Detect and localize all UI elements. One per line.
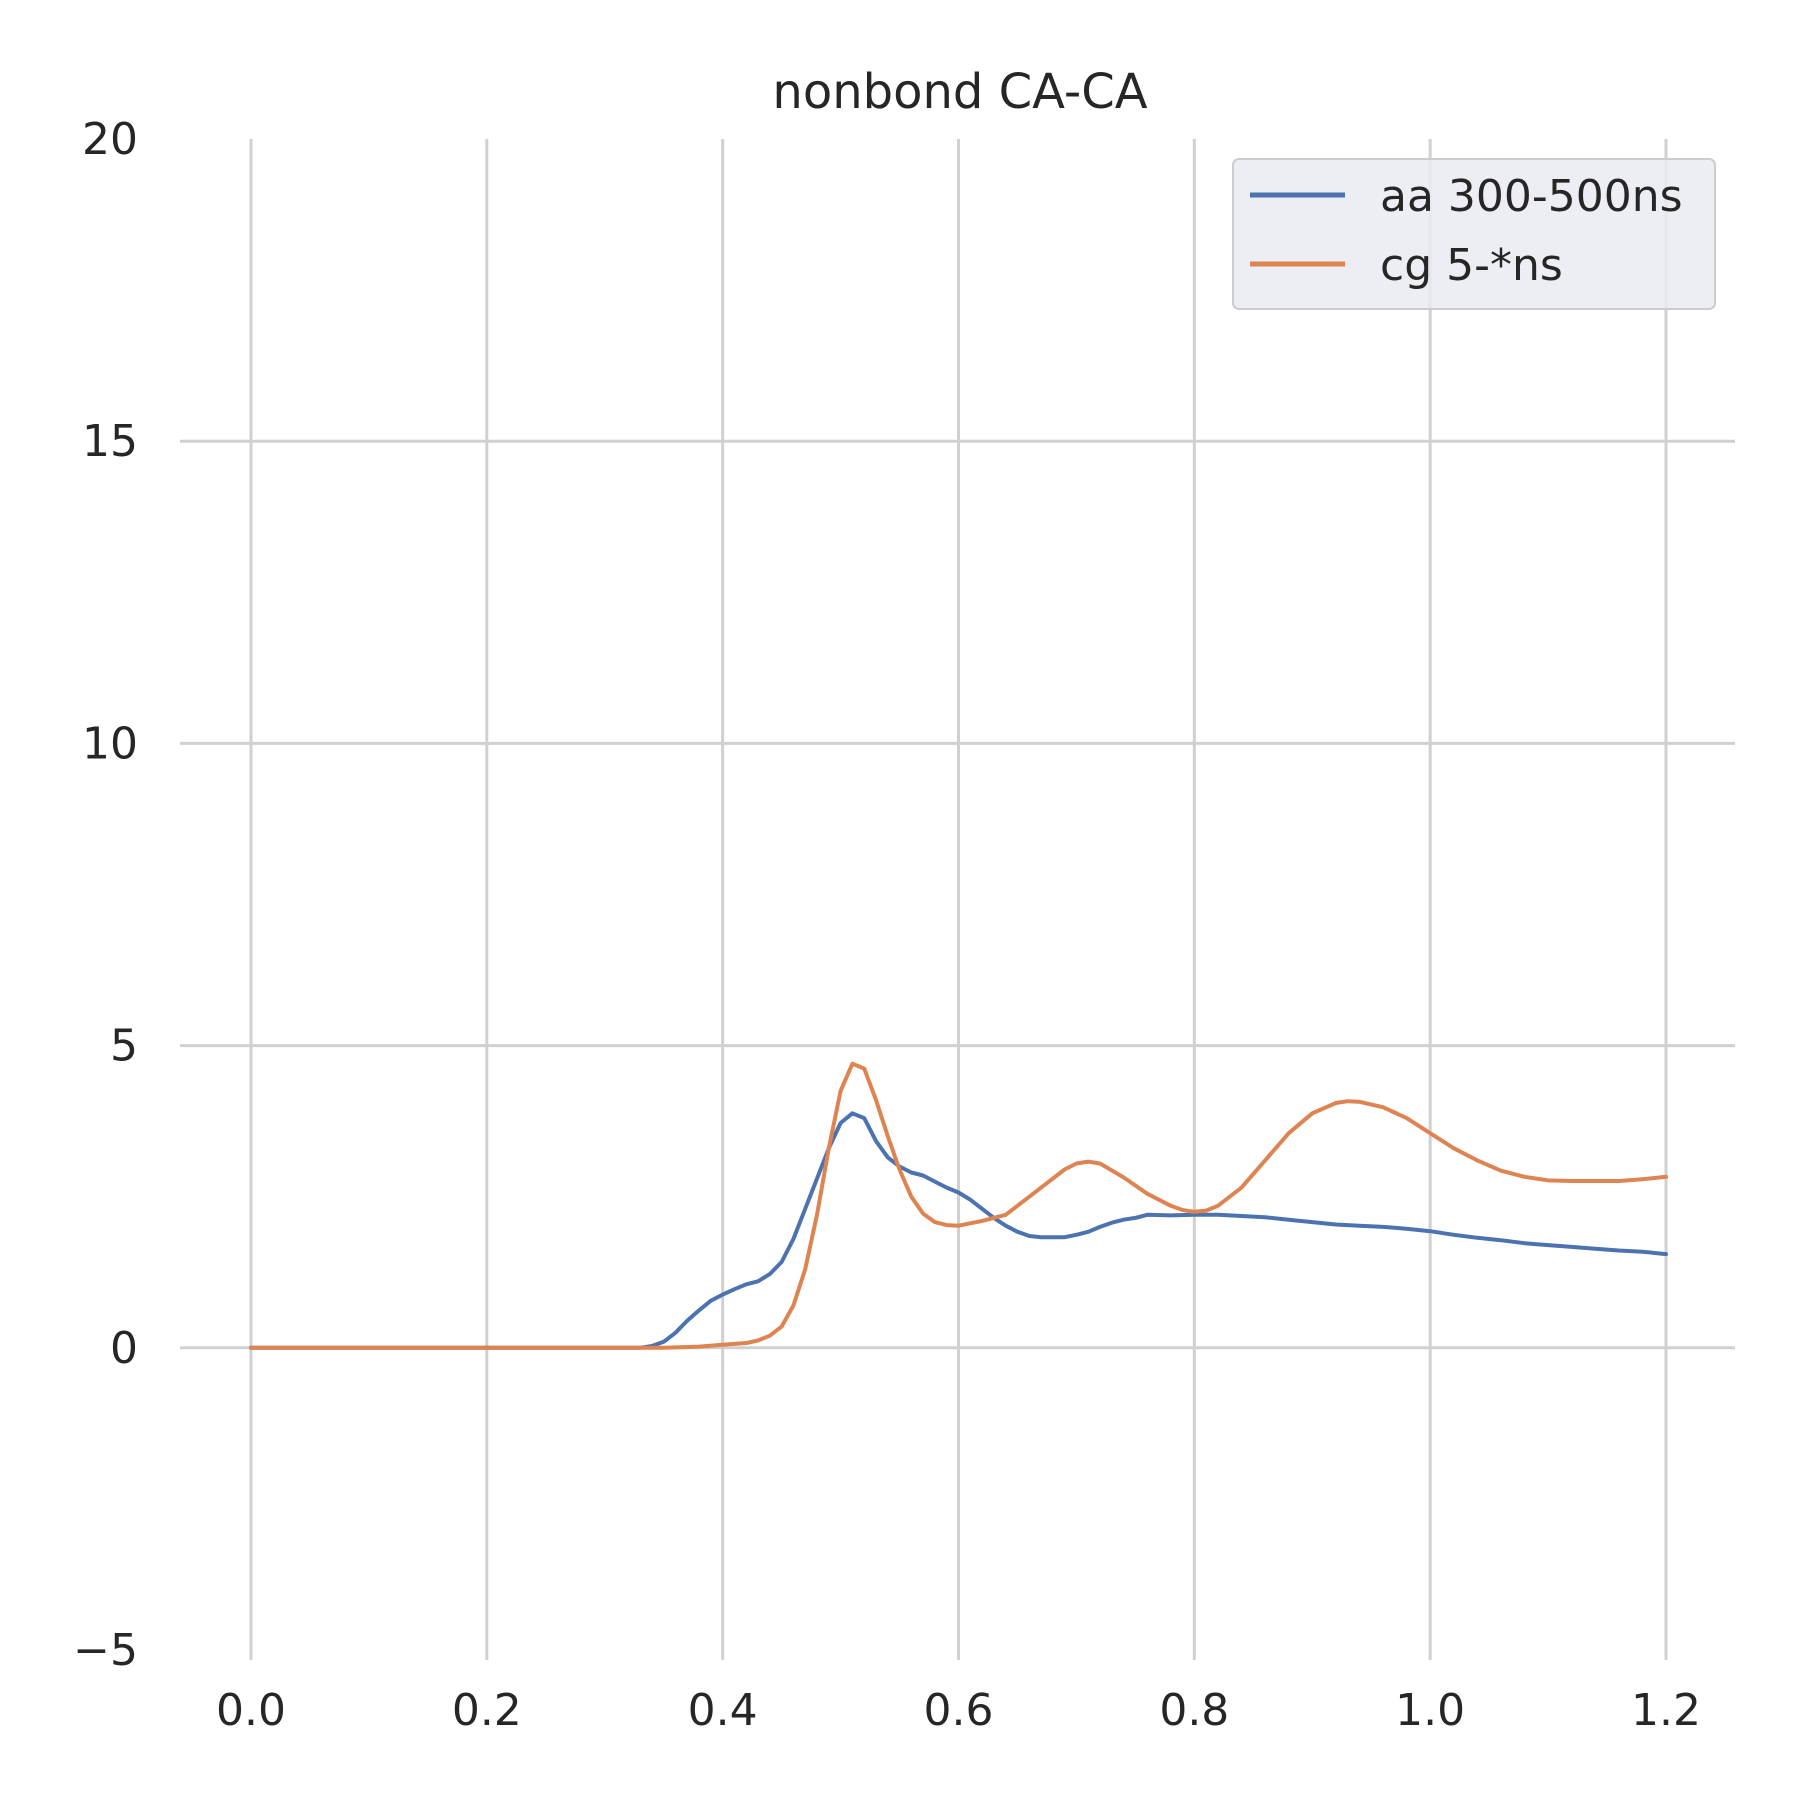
chart-title: nonbond CA-CA — [772, 64, 1147, 120]
legend: aa 300-500ns cg 5-*ns — [1232, 158, 1716, 310]
y-tick-label: 20 — [82, 114, 138, 165]
series-line-0 — [249, 1111, 1668, 1350]
x-tick-label: 1.2 — [1631, 1685, 1701, 1736]
legend-label-aa: aa 300-500ns — [1380, 171, 1683, 222]
x-tick-label: 0.4 — [688, 1685, 758, 1736]
legend-label-cg: cg 5-*ns — [1380, 240, 1563, 291]
grid — [180, 139, 1735, 1660]
x-tick-label: 1.0 — [1395, 1685, 1465, 1736]
x-tick-label: 0.2 — [452, 1685, 522, 1736]
y-tick-label: 10 — [82, 718, 138, 769]
legend-box — [1232, 158, 1716, 310]
series-lines — [249, 1061, 1668, 1350]
y-tick-label: 5 — [110, 1021, 138, 1072]
y-tick-label: −5 — [73, 1625, 138, 1676]
x-tick-label: 0.8 — [1159, 1685, 1229, 1736]
y-tick-label: 0 — [110, 1323, 138, 1374]
tick-labels: 0.0 0.2 0.4 0.6 0.8 1.0 1.2 −5 0 5 10 15 20 — [73, 114, 1701, 1736]
series-line-1 — [249, 1061, 1668, 1350]
x-tick-label: 0.0 — [216, 1685, 286, 1736]
y-tick-label: 15 — [82, 416, 138, 467]
x-tick-label: 0.6 — [924, 1685, 994, 1736]
